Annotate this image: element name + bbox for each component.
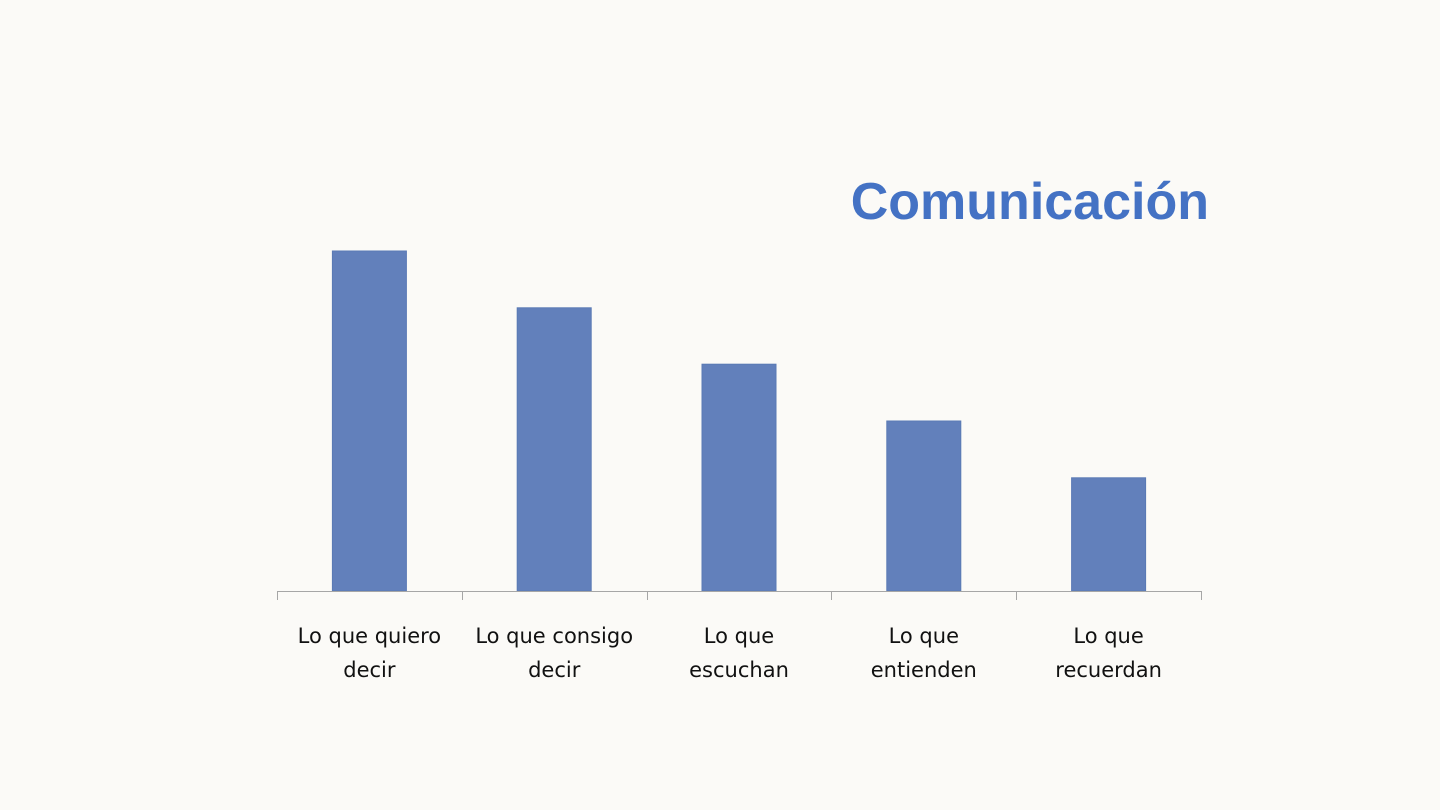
x-tick-label-line: Lo que bbox=[1073, 624, 1143, 648]
x-tick-label-line: Lo que bbox=[704, 624, 774, 648]
x-tick-label-line: Lo que consigo bbox=[475, 624, 633, 648]
bar-5 bbox=[1071, 477, 1147, 592]
bars-group bbox=[331, 250, 1147, 592]
x-tick-label-line: decir bbox=[528, 658, 581, 682]
bar-4 bbox=[886, 420, 962, 592]
x-tick-label-line: decir bbox=[343, 658, 396, 682]
bar-3 bbox=[701, 363, 777, 592]
x-tick-label: Lo que consigo decir bbox=[475, 624, 633, 682]
x-axis bbox=[277, 591, 1202, 600]
x-tick-label: Lo que recuerdan bbox=[1055, 624, 1162, 682]
x-tick-label-line: Lo que quiero bbox=[298, 624, 442, 648]
x-tick-label-line: recuerdan bbox=[1055, 658, 1162, 682]
chart-title: Comunicación bbox=[850, 173, 1209, 231]
x-tick-label: Lo que entienden bbox=[871, 624, 977, 682]
bar-2 bbox=[516, 307, 592, 592]
bar-1 bbox=[331, 250, 407, 592]
x-tick-label-line: entienden bbox=[871, 658, 977, 682]
x-tick-label-line: escuchan bbox=[689, 658, 789, 682]
x-tick-label: Lo que escuchan bbox=[689, 624, 789, 682]
x-tick-label: Lo que quiero decir bbox=[298, 624, 442, 682]
x-tick-label-line: Lo que bbox=[889, 624, 959, 648]
